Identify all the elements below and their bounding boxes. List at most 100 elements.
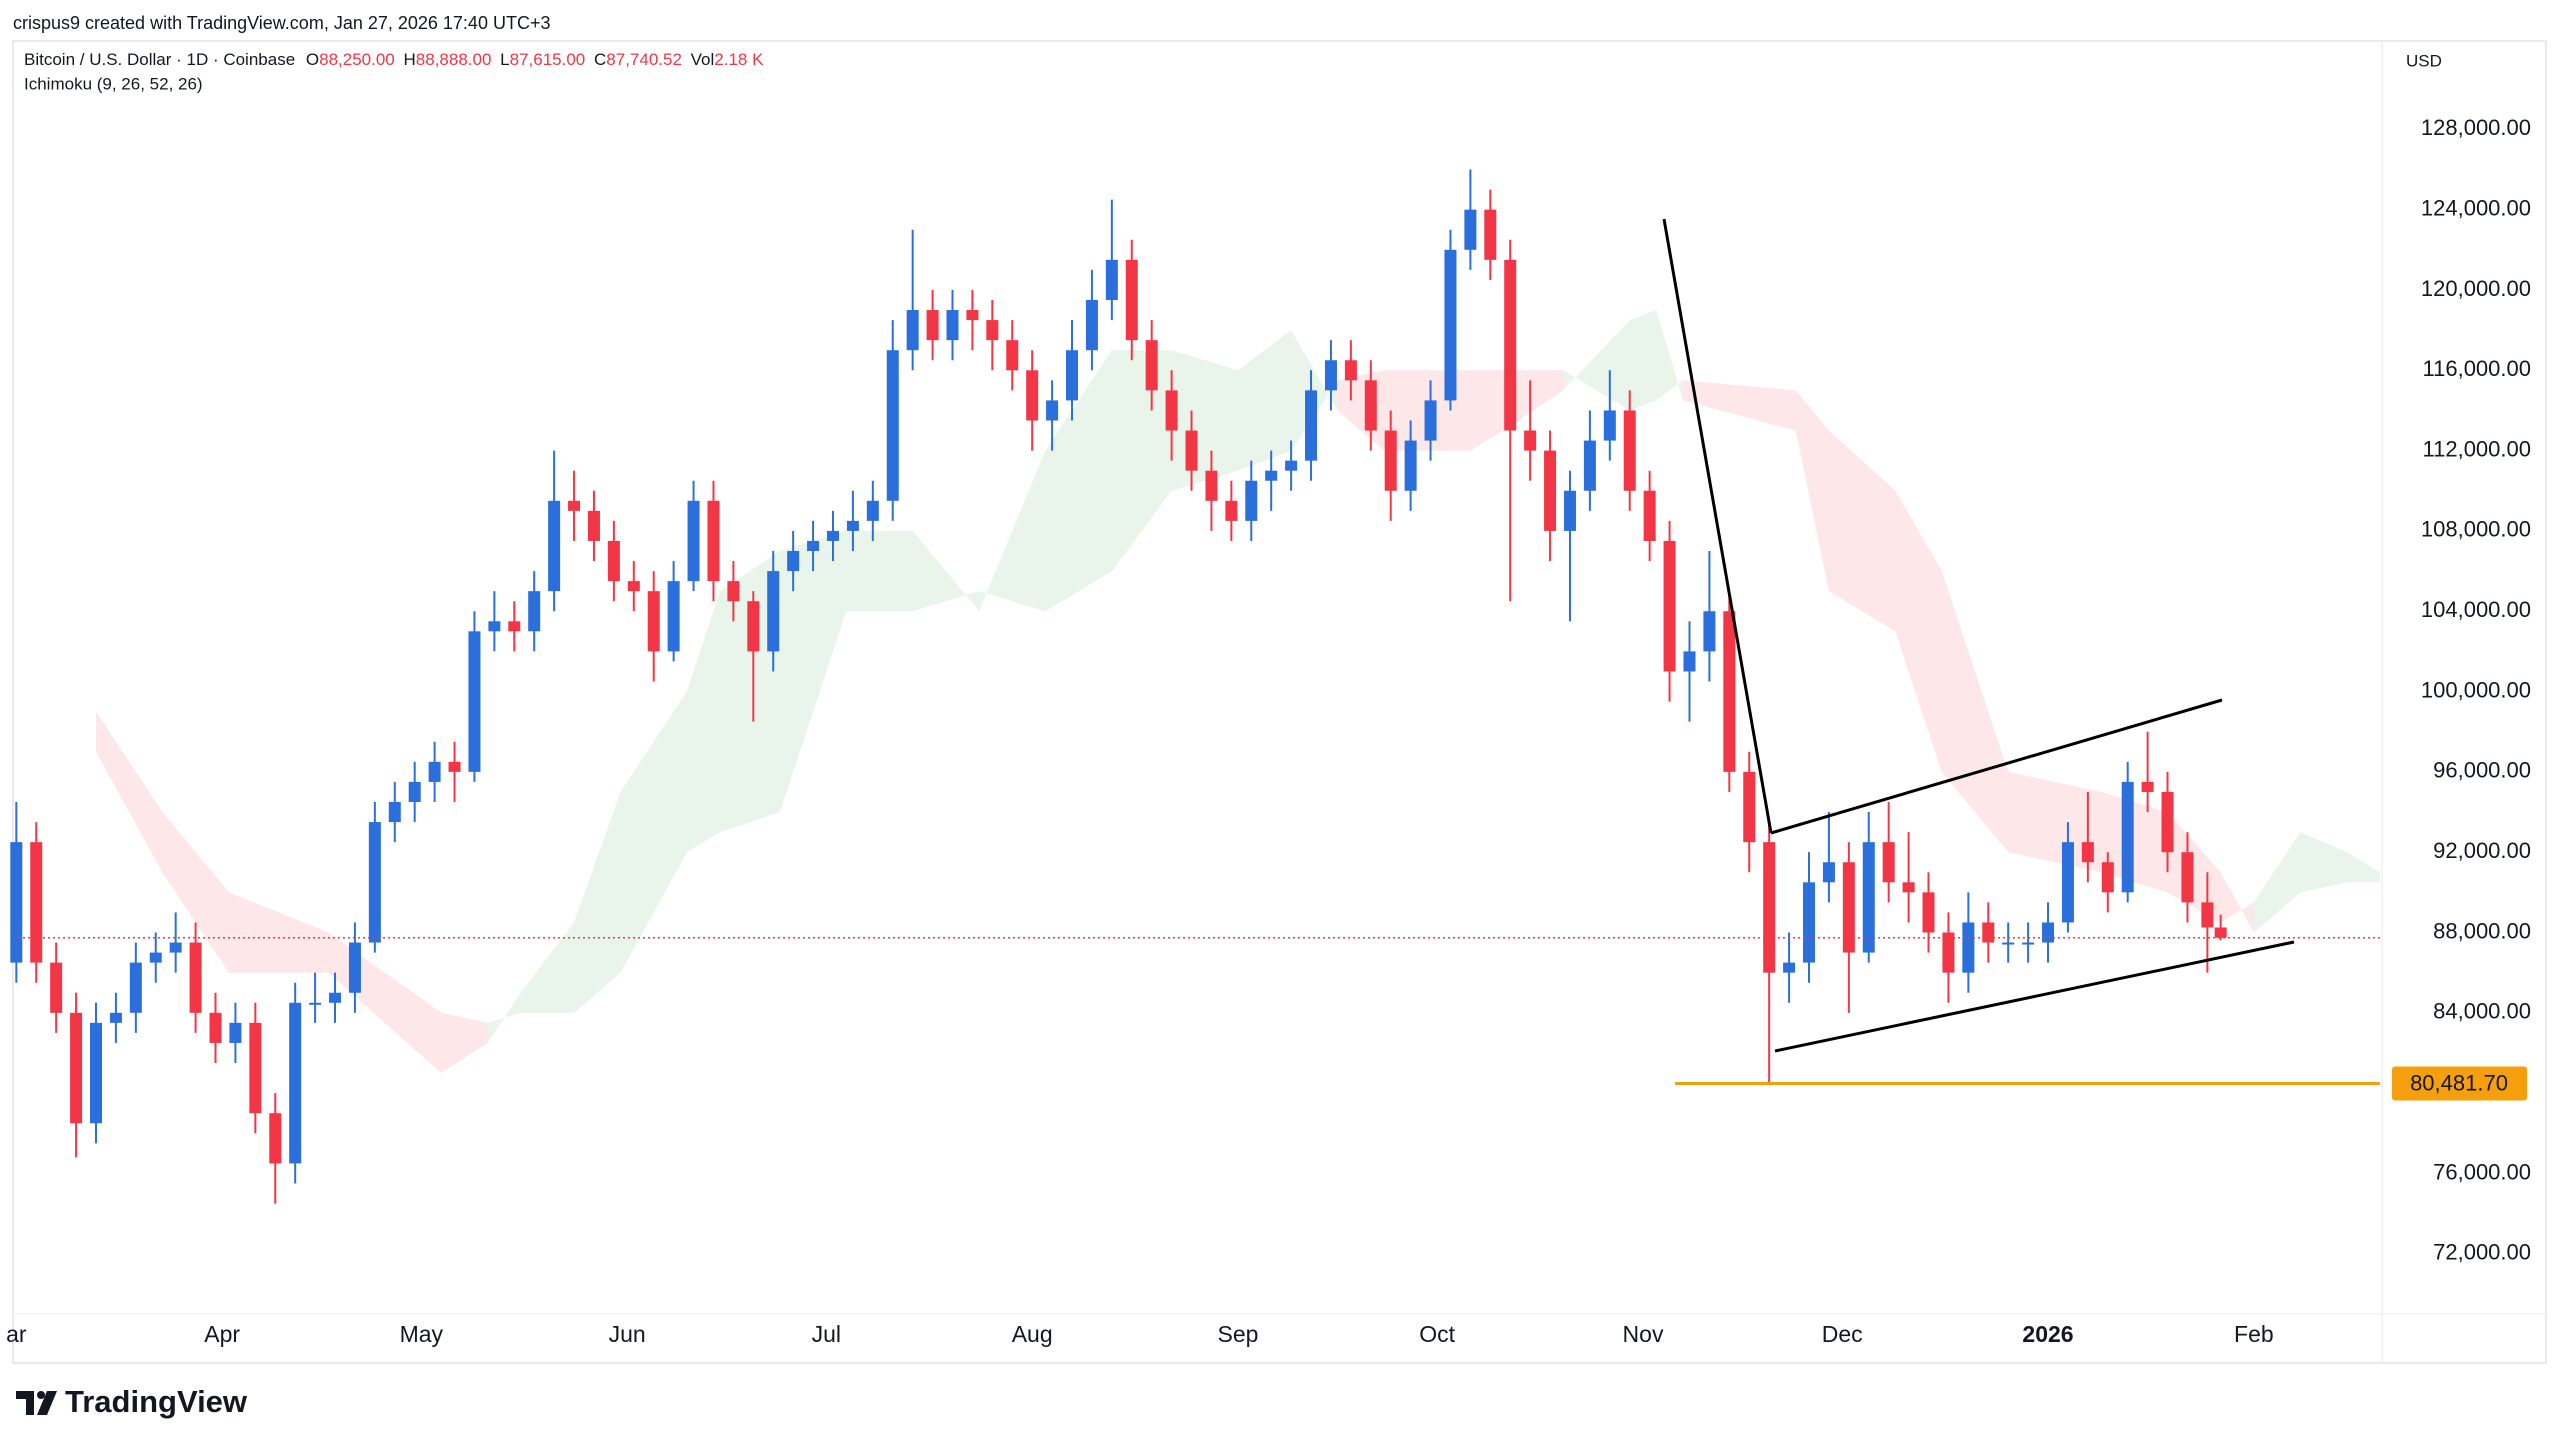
candle-body <box>388 801 401 823</box>
candle-body <box>787 551 800 572</box>
cloud-segment <box>228 892 329 973</box>
y-tick-label: 88,000.00 <box>2433 918 2531 943</box>
candle-body <box>627 581 640 592</box>
candle-body <box>2214 927 2227 938</box>
candle-body <box>767 571 780 652</box>
candle-body <box>1583 440 1596 491</box>
candle-body <box>826 530 839 541</box>
cloud-segment <box>487 992 521 1043</box>
candle-body <box>1165 390 1178 431</box>
candle-body <box>946 310 959 341</box>
indicator: Ichimoku (9, 26, 52, 26) <box>24 74 203 93</box>
ohlc-key: H <box>404 50 416 69</box>
candle-body <box>2181 852 2194 903</box>
cloud-segment <box>574 791 621 1013</box>
cloud-segment <box>912 530 980 612</box>
candle-body <box>1185 430 1198 471</box>
candle-body <box>1544 450 1557 531</box>
cloud-segment <box>1795 390 1829 592</box>
cloud-segment <box>1503 370 1564 431</box>
y-tick-label: 116,000.00 <box>2423 356 2531 381</box>
candle-body <box>1324 360 1337 391</box>
candle-body <box>2201 902 2214 928</box>
candle-body <box>1225 500 1238 521</box>
symbol: Bitcoin / U.S. Dollar · 1D · Coinbase <box>24 50 295 69</box>
candle-body <box>1663 540 1676 672</box>
cloud-segment <box>162 812 229 973</box>
level-label-box <box>2392 1066 2527 1101</box>
credit: crispus9 created with TradingView.com, J… <box>13 13 550 33</box>
cloud-segment <box>1470 370 1504 451</box>
ohlc-value: 87,615.00 <box>510 50 586 69</box>
cloud-segment <box>779 530 847 813</box>
candle-body <box>587 510 600 541</box>
x-tick-label: May <box>400 1321 444 1347</box>
candle-body <box>229 1022 242 1043</box>
cloud-segment <box>1895 490 1942 772</box>
candle-body <box>70 1012 83 1124</box>
x-tick-label: Aug <box>1012 1321 1053 1347</box>
x-tick-label: Oct <box>1419 1321 1455 1347</box>
cloud-segment <box>846 530 913 612</box>
cloud-segment <box>2220 872 2254 933</box>
y-tick-label: 96,000.00 <box>2433 758 2531 783</box>
candle-body <box>149 952 162 963</box>
candle-body <box>269 1113 282 1164</box>
y-tick-label: 72,000.00 <box>2433 1240 2531 1265</box>
candle-body <box>727 581 740 602</box>
candle-body <box>1643 490 1656 541</box>
ichimoku-cloud <box>95 310 2380 1074</box>
candle-body <box>1125 259 1138 341</box>
candle-body <box>1942 932 1955 973</box>
legend: Bitcoin / U.S. Dollar · 1D · Coinbase O 8… <box>24 50 764 69</box>
cloud-segment <box>720 551 780 833</box>
cloud-segment <box>1828 430 1896 632</box>
cloud-segment <box>520 922 575 1013</box>
candle-body <box>1105 259 1118 301</box>
candle-body <box>2022 942 2035 945</box>
volume-key: Vol <box>691 50 715 69</box>
candle-body <box>1882 842 1895 883</box>
candle-body <box>1862 842 1875 953</box>
axes: 72,000.00 76,000.00 84,000.00 88,000.00 92,0… <box>6 115 2531 1347</box>
candle-body <box>468 631 481 772</box>
candle-body <box>1922 892 1935 933</box>
level-label: 80,481.70 <box>2410 1070 2508 1095</box>
trendlines <box>1662 218 2295 1053</box>
candle-body <box>309 1002 322 1005</box>
candle-body <box>488 621 501 632</box>
cloud-segment <box>1563 320 1630 411</box>
candle-body <box>109 1012 122 1023</box>
candle-body <box>2161 791 2174 853</box>
trendline <box>1662 218 1773 834</box>
candle-body <box>1444 249 1457 401</box>
candle-body <box>1723 611 1736 772</box>
trendline <box>1770 698 2223 835</box>
cloud-segment <box>1045 350 1112 612</box>
cloud-segment <box>1111 350 1172 572</box>
y-tick-label: 100,000.00 <box>2421 677 2531 702</box>
candle-body <box>1046 400 1059 421</box>
logo: TradingView <box>16 1384 248 1419</box>
candle-body <box>1484 209 1497 260</box>
candle-body <box>2141 781 2154 792</box>
candle-body <box>2121 781 2134 893</box>
candle-body <box>1703 611 1716 652</box>
overlays: 80,481.70 <box>13 936 2527 1101</box>
candle-body <box>2081 842 2094 863</box>
candle-body <box>667 581 680 652</box>
candle-body <box>866 500 879 521</box>
y-tick-label: 92,000.00 <box>2433 838 2531 863</box>
candle-body <box>1285 460 1298 471</box>
candle-body <box>129 962 142 1013</box>
x-tick-label: Dec <box>1822 1321 1863 1347</box>
ohlc-value: 87,740.52 <box>606 50 682 69</box>
cloud-segment <box>979 450 1046 612</box>
cloud-segment <box>2346 852 2380 883</box>
x-tick-label: Apr <box>204 1321 240 1347</box>
x-tick-label: Jul <box>812 1321 841 1347</box>
ohlc-key: O <box>306 50 319 69</box>
cloud-segment <box>2300 832 2347 893</box>
